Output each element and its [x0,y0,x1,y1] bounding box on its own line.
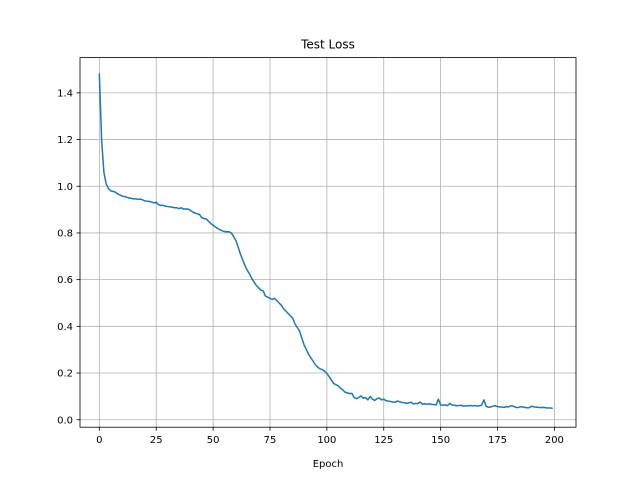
plot-area [80,57,576,428]
axes-frame [79,57,577,428]
y-tick-label: 0.4 [57,322,73,333]
y-gridlines [80,92,576,421]
x-tick-label: 100 [317,435,336,446]
x-gridlines [98,57,555,428]
y-tick-label: 1.2 [57,135,73,146]
y-tick-label: 0.8 [57,229,73,240]
chart-title: Test Loss [300,38,355,52]
y-tick-label: 0.2 [57,369,73,380]
y-tick-label: 0.0 [57,415,73,426]
x-tick-label: 175 [488,435,507,446]
x-tick-label: 200 [545,435,564,446]
y-tick-label: 0.6 [57,275,73,286]
x-axis-label: Epoch [313,459,344,470]
x-tick-label: 25 [150,435,163,446]
x-tick-label: 0 [96,435,102,446]
y-tick-label: 1.0 [57,182,73,193]
x-tick-label: 75 [264,435,277,446]
test-loss-line [98,73,553,410]
x-tick-label: 125 [374,435,393,446]
x-tick-label: 50 [207,435,220,446]
y-tick-label: 1.4 [57,88,73,99]
x-axis-ticks: 0 25 50 75 100 125 150 175 200 [96,427,564,446]
x-tick-label: 150 [431,435,450,446]
y-axis-ticks: 0.0 0.2 0.4 0.6 0.8 1.0 1.2 1.4 [57,88,80,426]
